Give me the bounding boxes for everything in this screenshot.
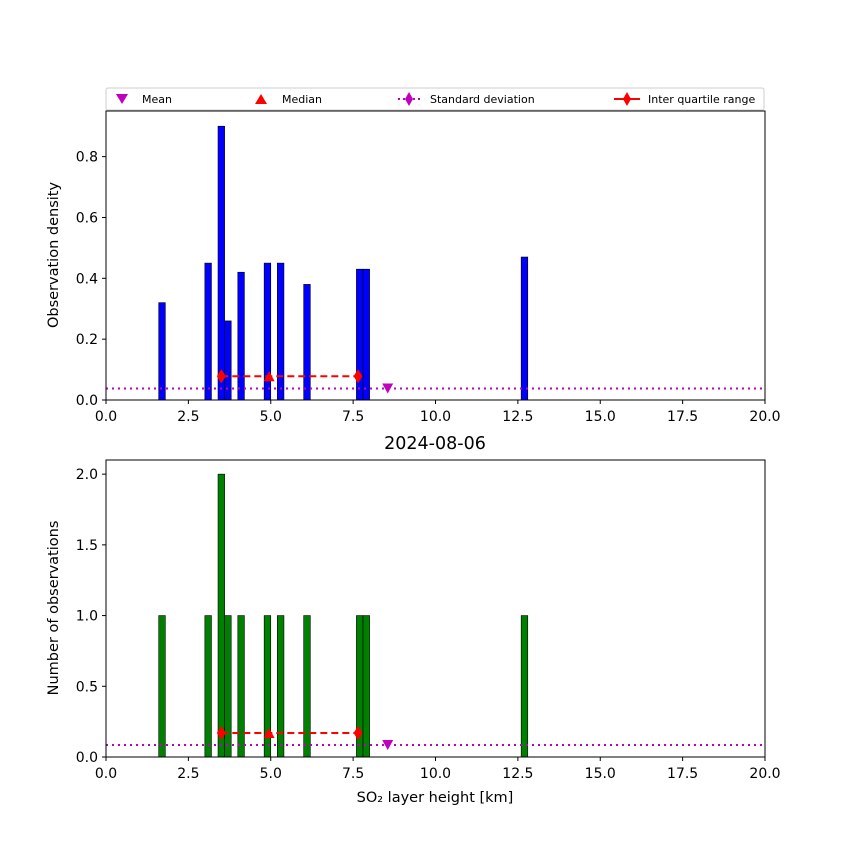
x-tick-label: 5.0 [260,766,282,782]
density-plot: 0.0 2.5 5.0 7.5 10.0 12.5 15.0 17.5 20.0 0.00.20… [46,110,781,425]
iqr-marker-icon [623,92,631,106]
mean-marker [382,383,394,394]
x-tick-label: 17.5 [667,766,698,782]
x-tick-label: 0.0 [95,766,117,782]
legend-entry-iqr: Inter quartile range [614,92,755,106]
histogram-bar [277,262,285,401]
x-tick-label: 20.0 [749,766,780,782]
histogram-bar [520,615,529,758]
histogram-bar [362,268,370,401]
x-tick-label: 20.0 [749,409,780,425]
density-y-ticks: 0.0 0.2 0.4 0.6 0.8 [76,150,106,409]
median-marker [263,371,275,382]
density-y-axis-label: Observation density [46,182,62,328]
histogram-bar [224,615,232,758]
histogram-bar [217,473,225,758]
legend-label-iqr: Inter quartile range [648,93,755,106]
x-tick-label: 5.0 [260,409,282,425]
count-y-axis-label: Number of observations [46,521,62,696]
histogram-bar [158,615,166,758]
y-tick-label: 0.0 [76,393,98,409]
y-tick-label: 0.0 [76,750,98,766]
histogram-bar [217,125,225,401]
legend-label-std: Standard deviation [430,93,535,106]
iqr-diamond-marker [353,369,363,384]
legend-label-median: Median [282,93,322,106]
histogram-bar [303,284,311,401]
histogram-bar [520,256,529,401]
histogram-bar [158,302,166,401]
density-x-ticks: 0.0 2.5 5.0 7.5 10.0 12.5 15.0 17.5 20.0 [95,400,781,425]
y-tick-label: 1.5 [76,538,98,554]
histogram-bar [362,615,370,758]
legend-frame [105,87,765,111]
legend-entry-median: Median [255,93,322,106]
median-marker-icon [255,94,267,104]
y-tick-label: 0.5 [76,679,98,695]
count-x-axis-label: SO₂ layer height [km] [357,790,514,806]
legend: Mean Median Standard deviation Inter qua… [105,87,765,111]
x-tick-label: 7.5 [342,766,364,782]
iqr-diamond-marker [216,725,226,740]
median-marker [263,727,275,738]
legend-label-mean: Mean [142,93,172,106]
count-stat-overlays [106,725,765,750]
count-y-ticks: 0.0 0.5 1.0 1.5 2.0 [76,467,106,766]
x-tick-label: 2.5 [177,409,199,425]
x-tick-label: 7.5 [342,409,364,425]
histogram-bar [237,615,245,758]
y-tick-label: 0.4 [76,271,98,287]
y-tick-label: 0.6 [76,210,98,226]
x-tick-label: 0.0 [95,409,117,425]
count-plot: 0.0 2.5 5.0 7.5 10.0 12.5 15.0 17.5 20.0 0.0 0.5 1… [46,459,781,806]
y-tick-label: 1.0 [76,609,98,625]
y-tick-label: 2.0 [76,467,98,483]
density-stat-overlays [106,369,765,394]
x-tick-label: 10.0 [420,409,451,425]
x-tick-label: 15.0 [585,409,616,425]
histogram-bar [237,271,245,401]
std-marker-icon [405,92,413,106]
y-tick-label: 0.2 [76,332,98,348]
x-tick-label: 15.0 [585,766,616,782]
legend-entry-std: Standard deviation [398,92,535,106]
y-tick-label: 0.8 [76,150,98,166]
iqr-diamond-marker [216,369,226,384]
histogram-bar [277,615,285,758]
legend-entry-mean: Mean [116,93,172,106]
histogram-bar [204,262,212,401]
iqr-diamond-marker [353,725,363,740]
histogram-bar [303,615,311,758]
x-tick-label: 17.5 [667,409,698,425]
mean-marker-icon [116,94,128,104]
count-x-ticks: 0.0 2.5 5.0 7.5 10.0 12.5 15.0 17.5 20.0 [95,757,781,782]
x-tick-label: 10.0 [420,766,451,782]
mean-marker [382,739,394,750]
histogram-bar [204,615,212,758]
x-tick-label: 12.5 [502,409,533,425]
count-bars [158,473,529,758]
x-tick-label: 12.5 [502,766,533,782]
chart-title: 2024-08-06 [384,434,486,454]
x-tick-label: 2.5 [177,766,199,782]
